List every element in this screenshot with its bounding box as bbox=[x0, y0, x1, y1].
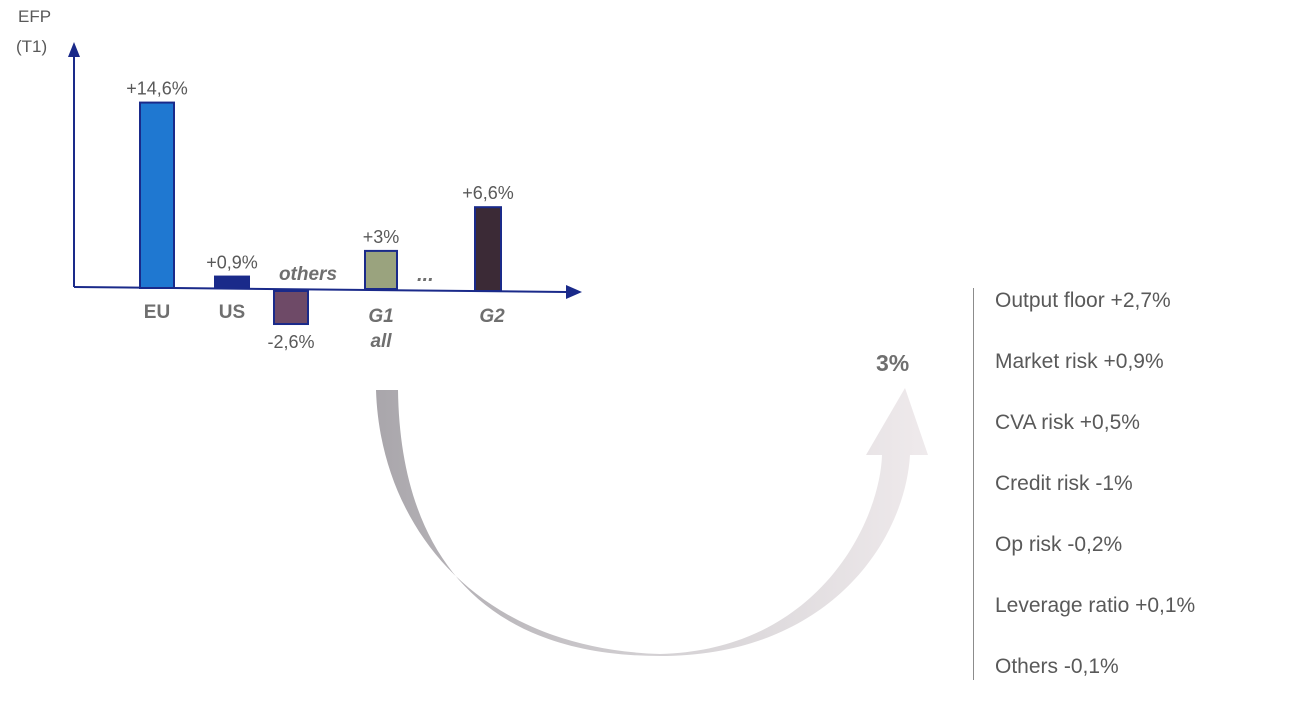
bar-g2 bbox=[474, 206, 502, 292]
value-label-us: +0,9% bbox=[206, 253, 258, 273]
breakdown-item-cva-risk: CVA risk +0,5% bbox=[995, 411, 1140, 434]
breakdown-item-credit-risk: Credit risk -1% bbox=[995, 472, 1133, 495]
category-label-g1: G1 bbox=[368, 306, 393, 327]
bar-g1 bbox=[364, 249, 398, 290]
ellipsis: ... bbox=[417, 264, 434, 286]
bar-eu bbox=[139, 101, 175, 289]
breakdown-item-market-risk: Market risk +0,9% bbox=[995, 350, 1164, 373]
bar-series bbox=[139, 101, 502, 326]
value-label-others: -2,6% bbox=[267, 332, 314, 352]
curved-arrow-icon bbox=[376, 388, 928, 656]
value-labels: +14,6% +0,9% -2,6% +3% +6,6% bbox=[126, 79, 514, 352]
breakdown-item-output-floor: Output floor +2,7% bbox=[995, 289, 1171, 312]
category-label-others: others bbox=[279, 264, 337, 285]
y-axis-arrow-icon bbox=[68, 42, 80, 57]
category-label-eu: EU bbox=[144, 302, 170, 323]
divider bbox=[973, 288, 974, 680]
bar-us bbox=[214, 275, 250, 290]
category-labels: EU US others G1 all G2 bbox=[144, 264, 505, 352]
breakdown-list: Output floor +2,7% Market risk +0,9% CVA… bbox=[995, 285, 1195, 712]
total-value: 3% bbox=[876, 350, 910, 376]
category-label-us: US bbox=[219, 302, 245, 323]
category-label-all: all bbox=[370, 331, 392, 352]
bar-others bbox=[273, 290, 309, 326]
y-axis-label-line1: EFP bbox=[18, 7, 51, 26]
category-label-g2: G2 bbox=[479, 306, 505, 327]
x-axis-arrow-icon bbox=[566, 285, 582, 299]
value-label-eu: +14,6% bbox=[126, 79, 188, 99]
value-label-g2: +6,6% bbox=[462, 183, 514, 203]
value-label-g1: +3% bbox=[363, 227, 400, 247]
y-axis-label-line2: (T1) bbox=[16, 37, 47, 56]
chart-canvas: EFP (T1) +14,6% +0,9% -2,6% +3% +6,6% EU US ot… bbox=[16, 7, 928, 656]
breakdown-item-others: Others -0,1% bbox=[995, 655, 1119, 678]
breakdown-item-leverage-ratio: Leverage ratio +0,1% bbox=[995, 594, 1196, 617]
breakdown-item-op-risk: Op risk -0,2% bbox=[995, 533, 1123, 556]
